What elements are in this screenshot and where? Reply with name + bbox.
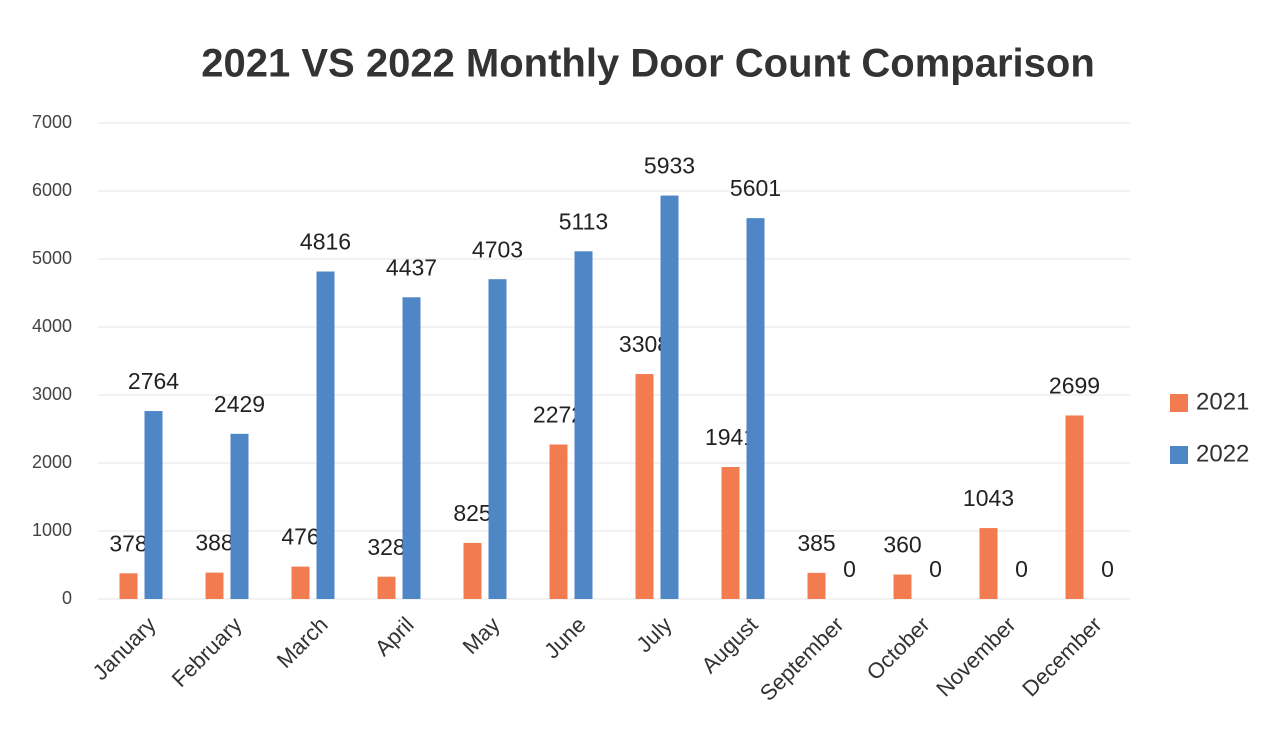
x-tick-label: October: [862, 612, 935, 685]
bar: [230, 433, 249, 599]
bar: [291, 566, 310, 599]
bar: [144, 411, 163, 599]
bar: [893, 574, 912, 599]
x-tick-label: June: [539, 612, 590, 663]
bar: [205, 572, 224, 599]
bar: [316, 271, 335, 599]
value-label: 825: [453, 500, 491, 526]
bar: [807, 572, 826, 599]
y-tick-label: 3000: [32, 384, 72, 404]
bar: [721, 467, 740, 599]
value-label: 2764: [128, 368, 179, 394]
legend-label: 2022: [1196, 440, 1249, 467]
x-tick-label: December: [1017, 612, 1106, 701]
value-label: 328: [367, 534, 405, 560]
value-label: 0: [929, 556, 942, 582]
x-tick-label: May: [458, 612, 505, 659]
x-tick-label: July: [631, 612, 676, 657]
y-tick-label: 0: [62, 588, 72, 608]
x-tick-label: August: [697, 612, 763, 678]
y-tick-label: 4000: [32, 316, 72, 336]
x-tick-label: March: [272, 612, 333, 673]
value-label: 388: [195, 530, 233, 556]
bar: [402, 297, 421, 599]
bar: [660, 195, 679, 599]
bar: [488, 279, 507, 599]
value-label: 360: [883, 532, 921, 558]
x-tick-label: November: [931, 612, 1020, 701]
value-label: 378: [109, 530, 147, 556]
value-label: 5113: [559, 208, 608, 234]
value-label: 4703: [472, 236, 523, 262]
y-tick-label: 1000: [32, 520, 72, 540]
x-tick-label: September: [755, 612, 849, 706]
value-label: 1043: [963, 485, 1014, 511]
bar: [463, 542, 482, 599]
bar: [979, 528, 998, 599]
bar: [549, 444, 568, 599]
legend-swatch: [1170, 446, 1188, 464]
x-tick-label: February: [167, 612, 247, 692]
value-label: 0: [843, 556, 856, 582]
value-label: 385: [797, 530, 835, 556]
bar: [377, 576, 396, 599]
value-label: 4816: [300, 229, 351, 255]
value-label: 2429: [214, 391, 265, 417]
value-label: 5601: [730, 175, 781, 201]
legend-label: 2021: [1196, 388, 1249, 415]
y-tick-label: 6000: [32, 180, 72, 200]
y-tick-label: 7000: [32, 112, 72, 132]
bar: [574, 251, 593, 600]
x-tick-label: January: [88, 612, 161, 685]
bar: [1065, 415, 1084, 599]
value-label: 0: [1015, 556, 1028, 582]
y-tick-label: 5000: [32, 248, 72, 268]
value-label: 0: [1101, 556, 1114, 582]
legend-swatch: [1170, 394, 1188, 412]
x-tick-label: April: [370, 612, 419, 661]
chart-title: 2021 VS 2022 Monthly Door Count Comparis…: [201, 42, 1095, 86]
value-label: 4437: [386, 254, 437, 280]
value-label: 2699: [1049, 373, 1100, 399]
y-tick-label: 2000: [32, 452, 72, 472]
value-label: 5933: [644, 153, 695, 179]
bar: [119, 573, 138, 599]
bar: [746, 218, 765, 599]
bar: [635, 374, 654, 599]
value-label: 476: [281, 524, 319, 550]
